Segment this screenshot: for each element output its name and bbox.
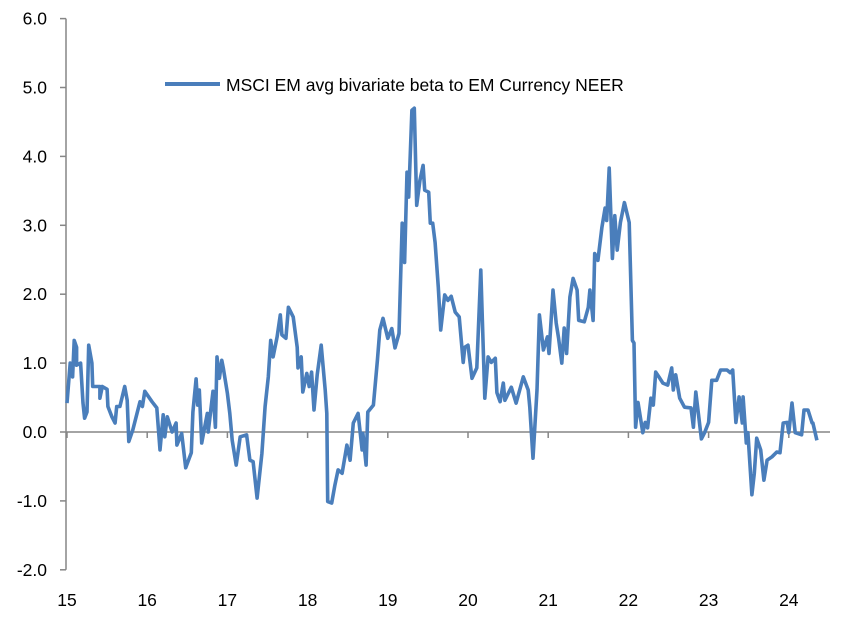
x-tick-label: 24 <box>779 590 799 610</box>
x-tick-label: 20 <box>458 590 478 610</box>
y-tick-label: 4.0 <box>23 146 48 166</box>
x-tick-label: 18 <box>298 590 317 610</box>
x-tick-label: 16 <box>137 590 156 610</box>
y-tick-label: 2.0 <box>23 284 48 304</box>
x-tick-label: 19 <box>378 590 397 610</box>
x-tick-label: 23 <box>699 590 718 610</box>
y-axis: -2.0 -1.0 0.0 1.0 2.0 3.0 4.0 5.0 6.0 <box>17 9 67 580</box>
x-tick-label: 15 <box>57 590 76 610</box>
x-tick-label: 21 <box>538 590 557 610</box>
y-tick-label: 0.0 <box>23 422 48 442</box>
series-line <box>65 106 819 505</box>
x-tick-label: 22 <box>619 590 638 610</box>
y-tick-label: 3.0 <box>23 215 48 235</box>
legend-label: MSCI EM avg bivariate beta to EM Currenc… <box>226 75 624 95</box>
y-tick-label: 1.0 <box>23 353 48 373</box>
y-tick-label: 6.0 <box>23 9 48 29</box>
y-tick-label: -2.0 <box>17 560 47 580</box>
series-layer <box>65 106 819 505</box>
x-axis: 15 16 17 18 19 20 21 22 23 24 <box>57 431 830 610</box>
y-tick-label: 5.0 <box>23 78 48 98</box>
legend: MSCI EM avg bivariate beta to EM Currenc… <box>165 75 624 95</box>
x-tick-label: 17 <box>218 590 237 610</box>
y-tick-label: -1.0 <box>17 491 47 511</box>
